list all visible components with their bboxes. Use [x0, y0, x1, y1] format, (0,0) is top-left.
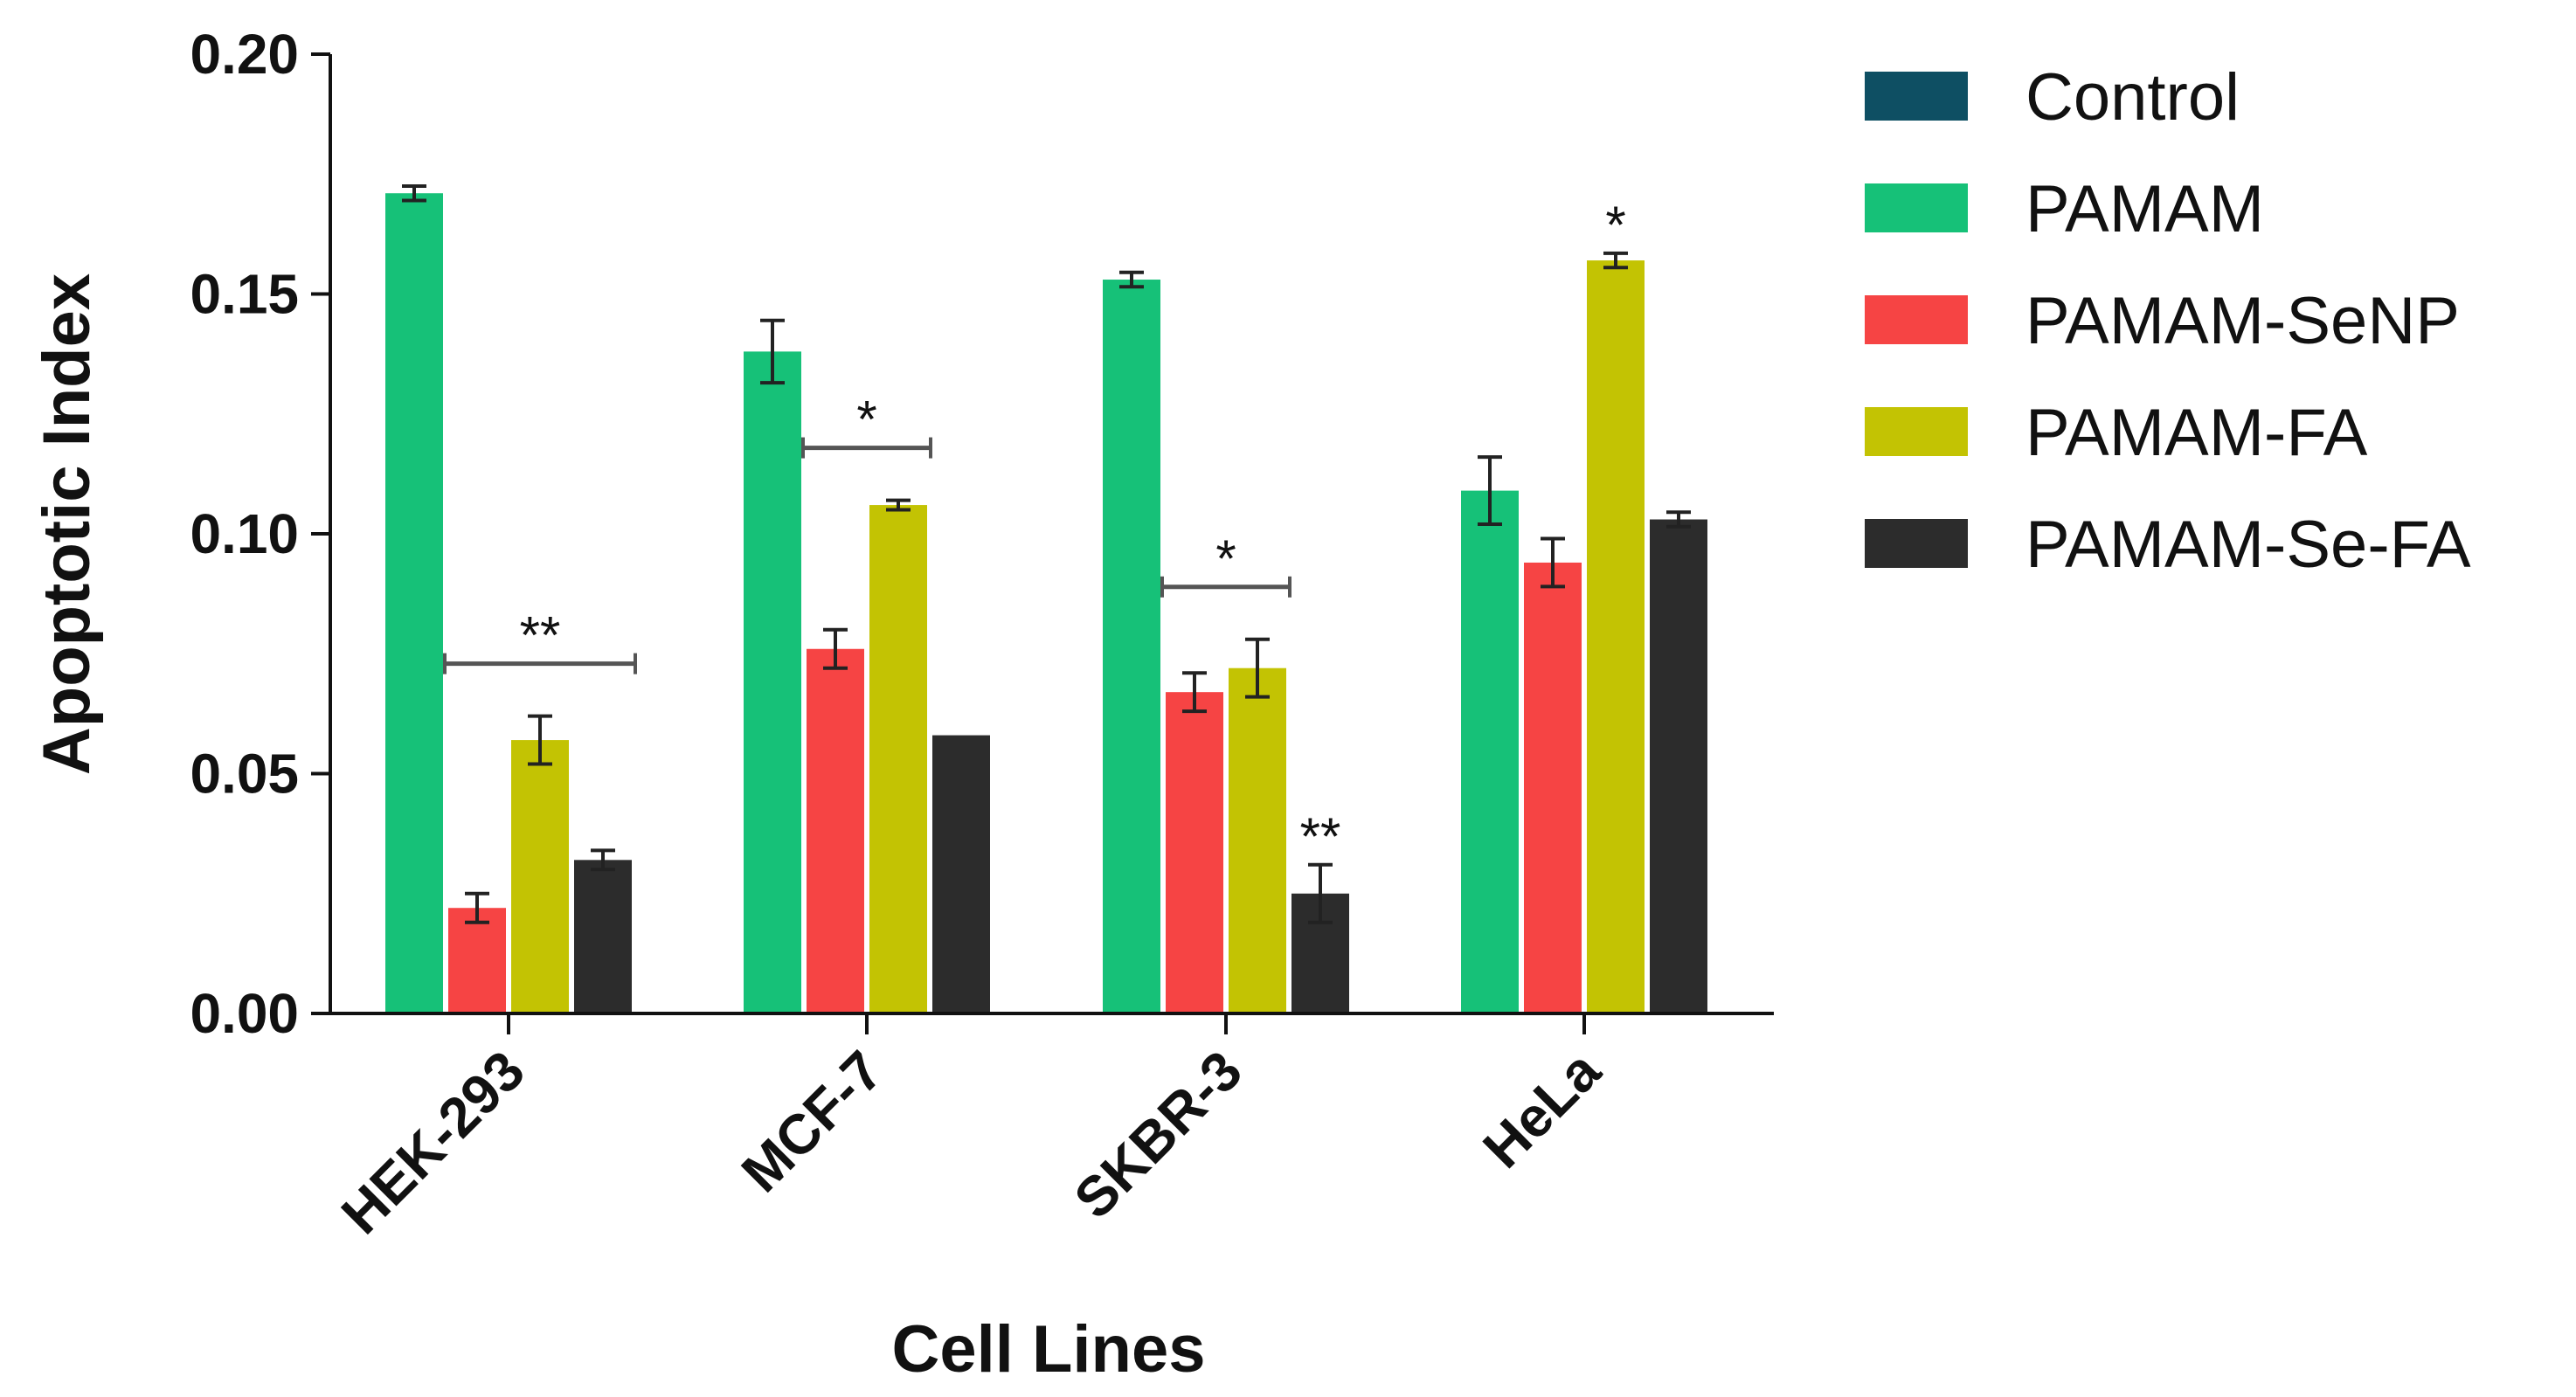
bar-pamam-mcf-7 — [744, 351, 801, 1013]
y-tick-label: 0.10 — [190, 502, 299, 565]
legend: Control PAMAM PAMAM-SeNP PAMAM-FA PAMAM-Se-F… — [1865, 60, 2471, 582]
legend-swatch — [1865, 519, 1968, 568]
bar-pamam-fa-hela — [1587, 260, 1645, 1013]
bar-pamam-senp-mcf-7 — [807, 648, 864, 1013]
significance-label: ** — [1300, 807, 1341, 866]
bar-pamam-senp-skbr-3 — [1166, 692, 1223, 1013]
x-tick-label: HEK-293 — [329, 1039, 537, 1246]
bars-group — [385, 193, 1707, 1013]
bar-pamam-se-fa-mcf-7 — [932, 735, 990, 1013]
bar-pamam-fa-mcf-7 — [869, 505, 927, 1013]
x-tick-label: MCF-7 — [730, 1039, 895, 1204]
significance-label: ** — [520, 606, 561, 665]
x-tick-label: SKBR-3 — [1063, 1039, 1254, 1230]
bar-pamam-se-fa-hek-293 — [574, 860, 632, 1013]
x-axis-title: Cell Lines — [892, 1312, 1206, 1387]
legend-swatch — [1865, 72, 1968, 121]
y-tick-label: 0.20 — [190, 23, 299, 86]
bar-pamam-senp-hela — [1524, 562, 1582, 1013]
bar-pamam-fa-hek-293 — [511, 740, 569, 1013]
legend-swatch — [1865, 295, 1968, 344]
legend-label: PAMAM — [2025, 172, 2264, 246]
bar-pamam-hela — [1461, 490, 1519, 1013]
error-bars-group — [402, 183, 1691, 924]
legend-swatch — [1865, 407, 1968, 456]
y-tick-label: 0.05 — [190, 743, 299, 806]
y-tick-label: 0.00 — [190, 982, 299, 1045]
significance-label: * — [856, 391, 876, 449]
bar-pamam-senp-hek-293 — [448, 908, 506, 1013]
legend-label: PAMAM-Se-FA — [2025, 508, 2471, 582]
legend-label: Control — [2025, 60, 2240, 135]
y-axis-title: Apoptotic Index — [30, 273, 104, 775]
significance-group: ******* — [443, 196, 1626, 866]
legend-label: PAMAM-SeNP — [2025, 284, 2460, 358]
bar-pamam-hek-293 — [385, 193, 443, 1013]
bar-pamam-se-fa-hela — [1650, 519, 1707, 1013]
significance-label: * — [1215, 529, 1236, 588]
bar-pamam-fa-skbr-3 — [1229, 667, 1286, 1013]
bar-pamam-skbr-3 — [1103, 280, 1160, 1013]
x-tick-label: HeLa — [1471, 1039, 1612, 1180]
legend-label: PAMAM-FA — [2025, 396, 2368, 470]
significance-label: * — [1605, 196, 1625, 254]
legend-swatch — [1865, 183, 1968, 232]
y-tick-label: 0.15 — [190, 263, 299, 326]
